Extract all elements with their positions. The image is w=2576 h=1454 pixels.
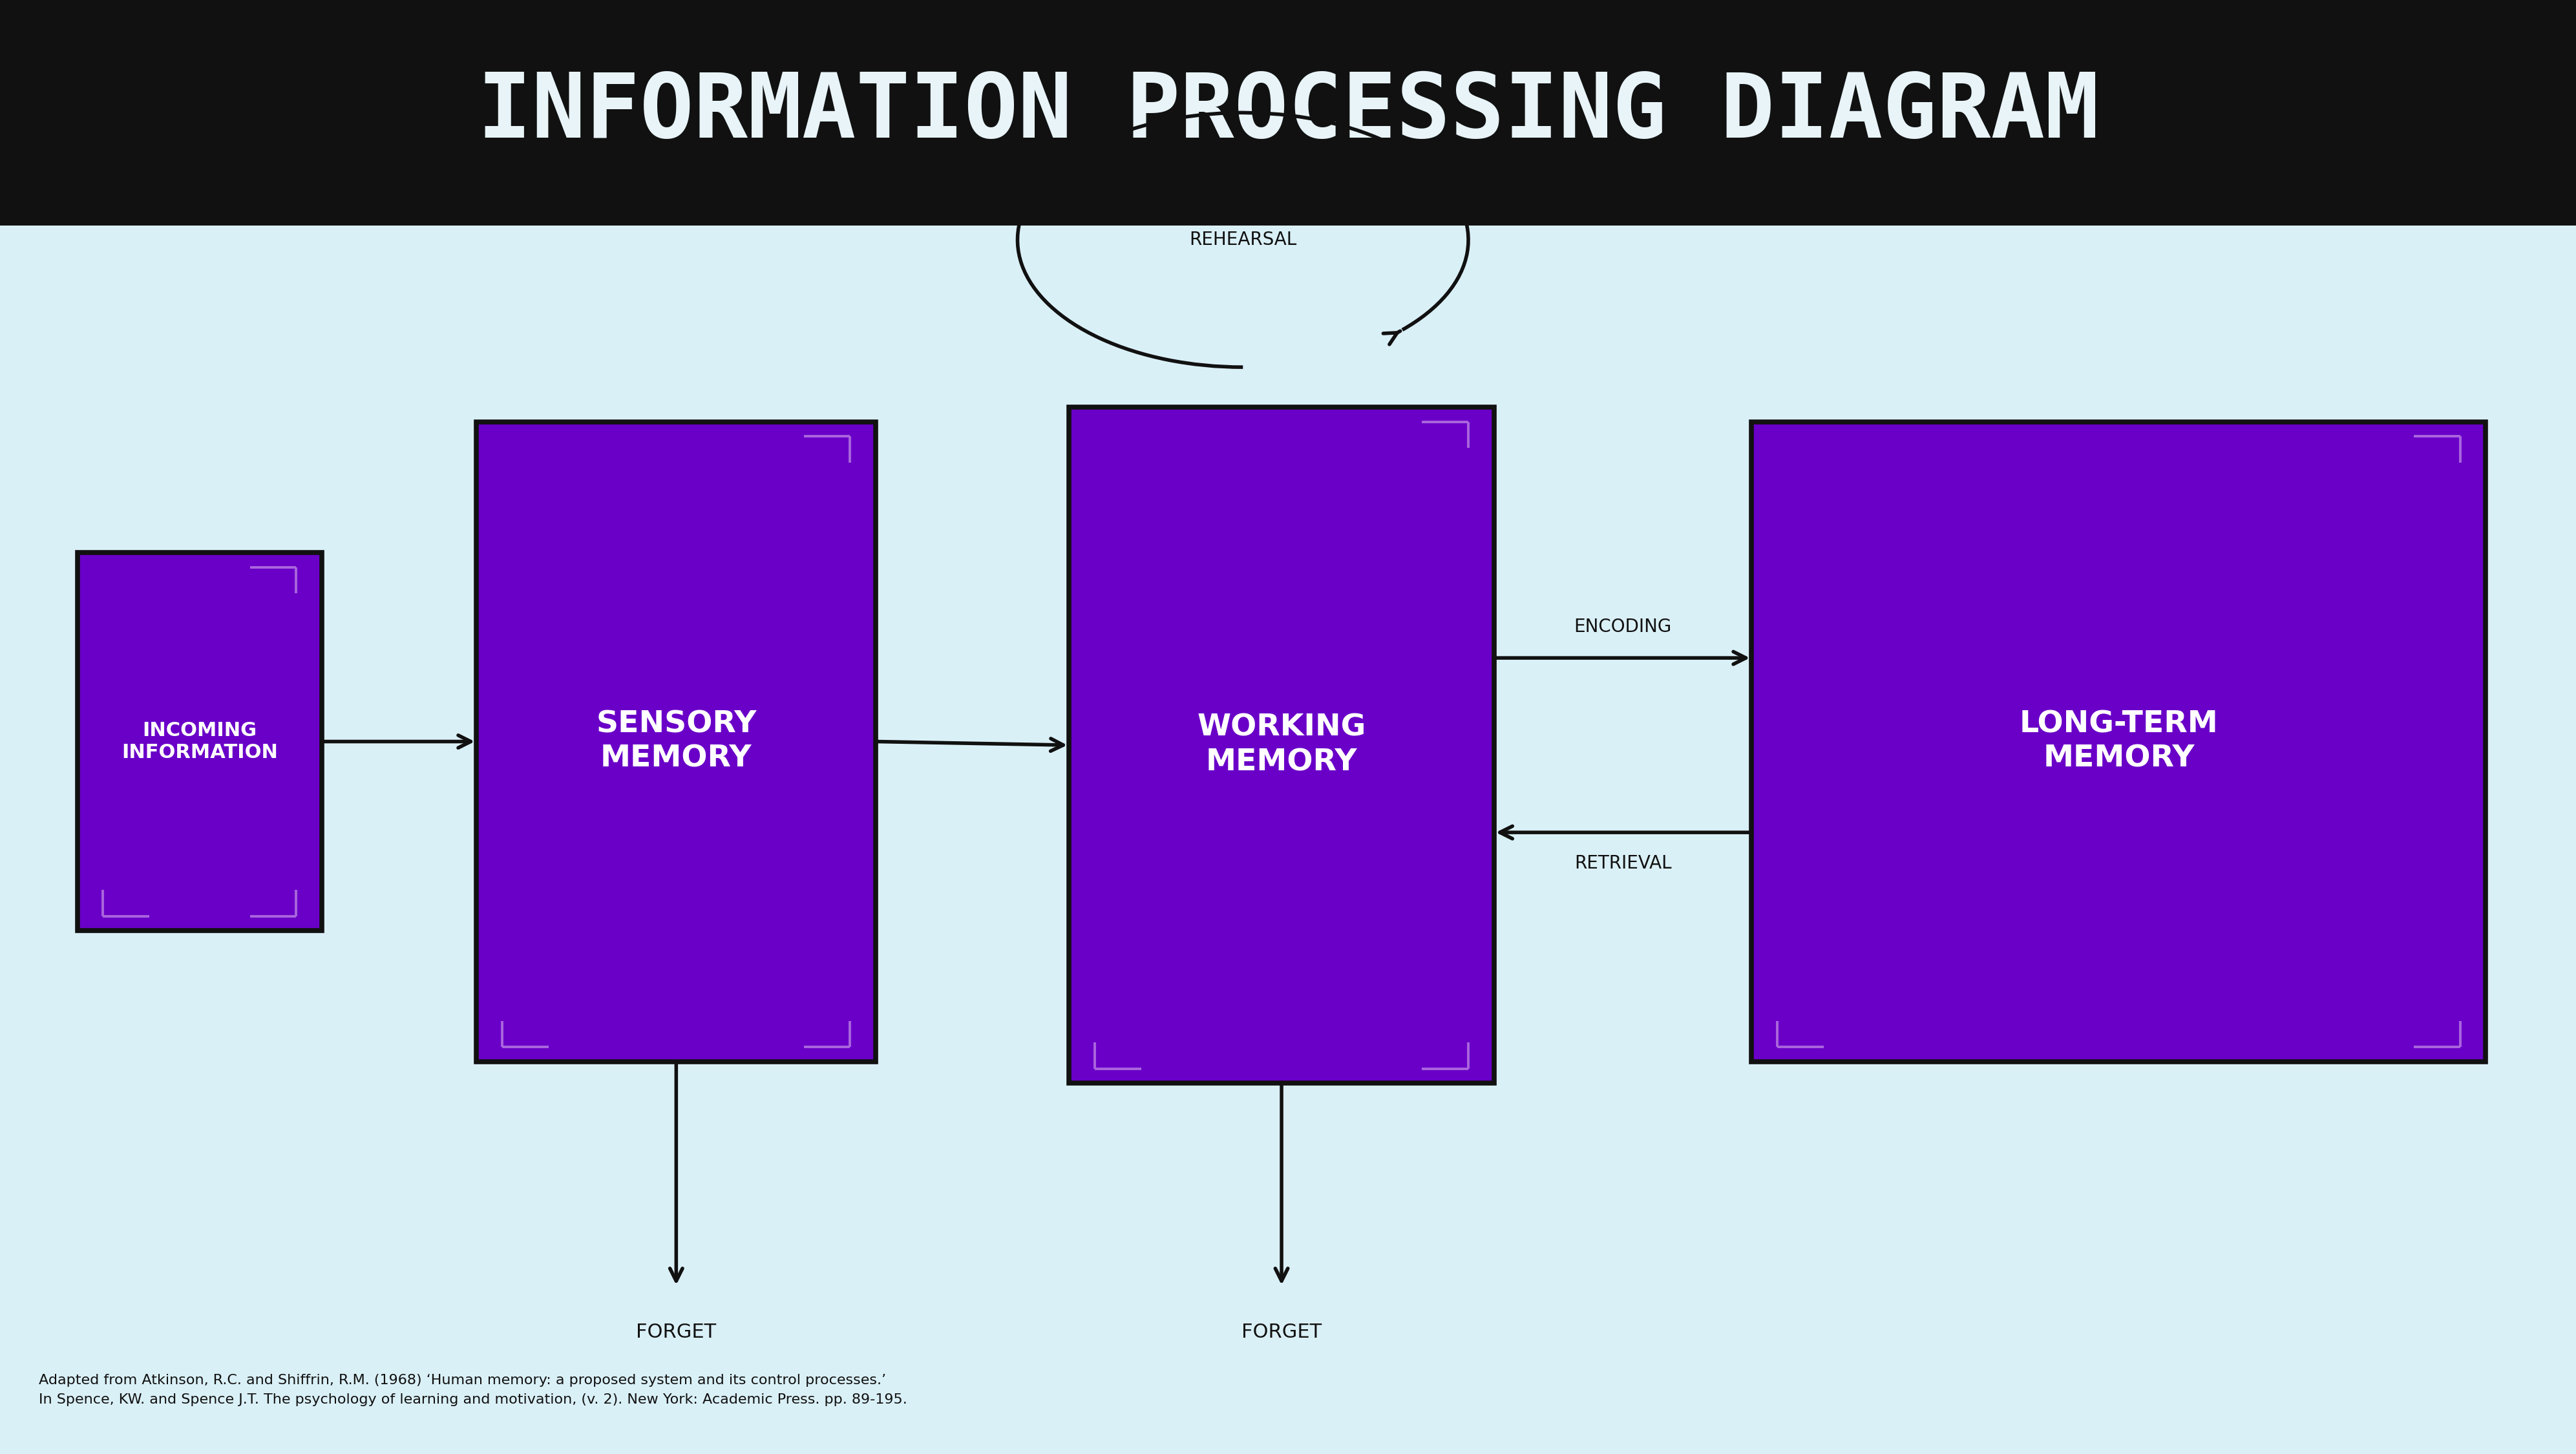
FancyBboxPatch shape [1069, 407, 1494, 1083]
FancyBboxPatch shape [77, 553, 322, 931]
Text: WORKING
MEMORY: WORKING MEMORY [1198, 714, 1365, 776]
Bar [0, 0, 2576, 225]
Text: FORGET: FORGET [1242, 1323, 1321, 1342]
Text: RETRIEVAL: RETRIEVAL [1574, 853, 1672, 872]
FancyBboxPatch shape [477, 422, 876, 1061]
Text: ENCODING: ENCODING [1574, 618, 1672, 635]
Text: LONG-TERM
MEMORY: LONG-TERM MEMORY [2020, 710, 2218, 774]
Text: FORGET: FORGET [636, 1323, 716, 1342]
FancyBboxPatch shape [1752, 422, 2486, 1061]
Text: Adapted from Atkinson, R.C. and Shiffrin, R.M. (1968) ‘Human memory: a proposed : Adapted from Atkinson, R.C. and Shiffrin… [39, 1374, 907, 1406]
Text: REHEARSAL: REHEARSAL [1190, 231, 1296, 249]
Text: INFORMATION PROCESSING DIAGRAM: INFORMATION PROCESSING DIAGRAM [477, 68, 2099, 156]
Text: INCOMING
INFORMATION: INCOMING INFORMATION [121, 721, 278, 762]
Text: SENSORY
MEMORY: SENSORY MEMORY [595, 710, 757, 774]
